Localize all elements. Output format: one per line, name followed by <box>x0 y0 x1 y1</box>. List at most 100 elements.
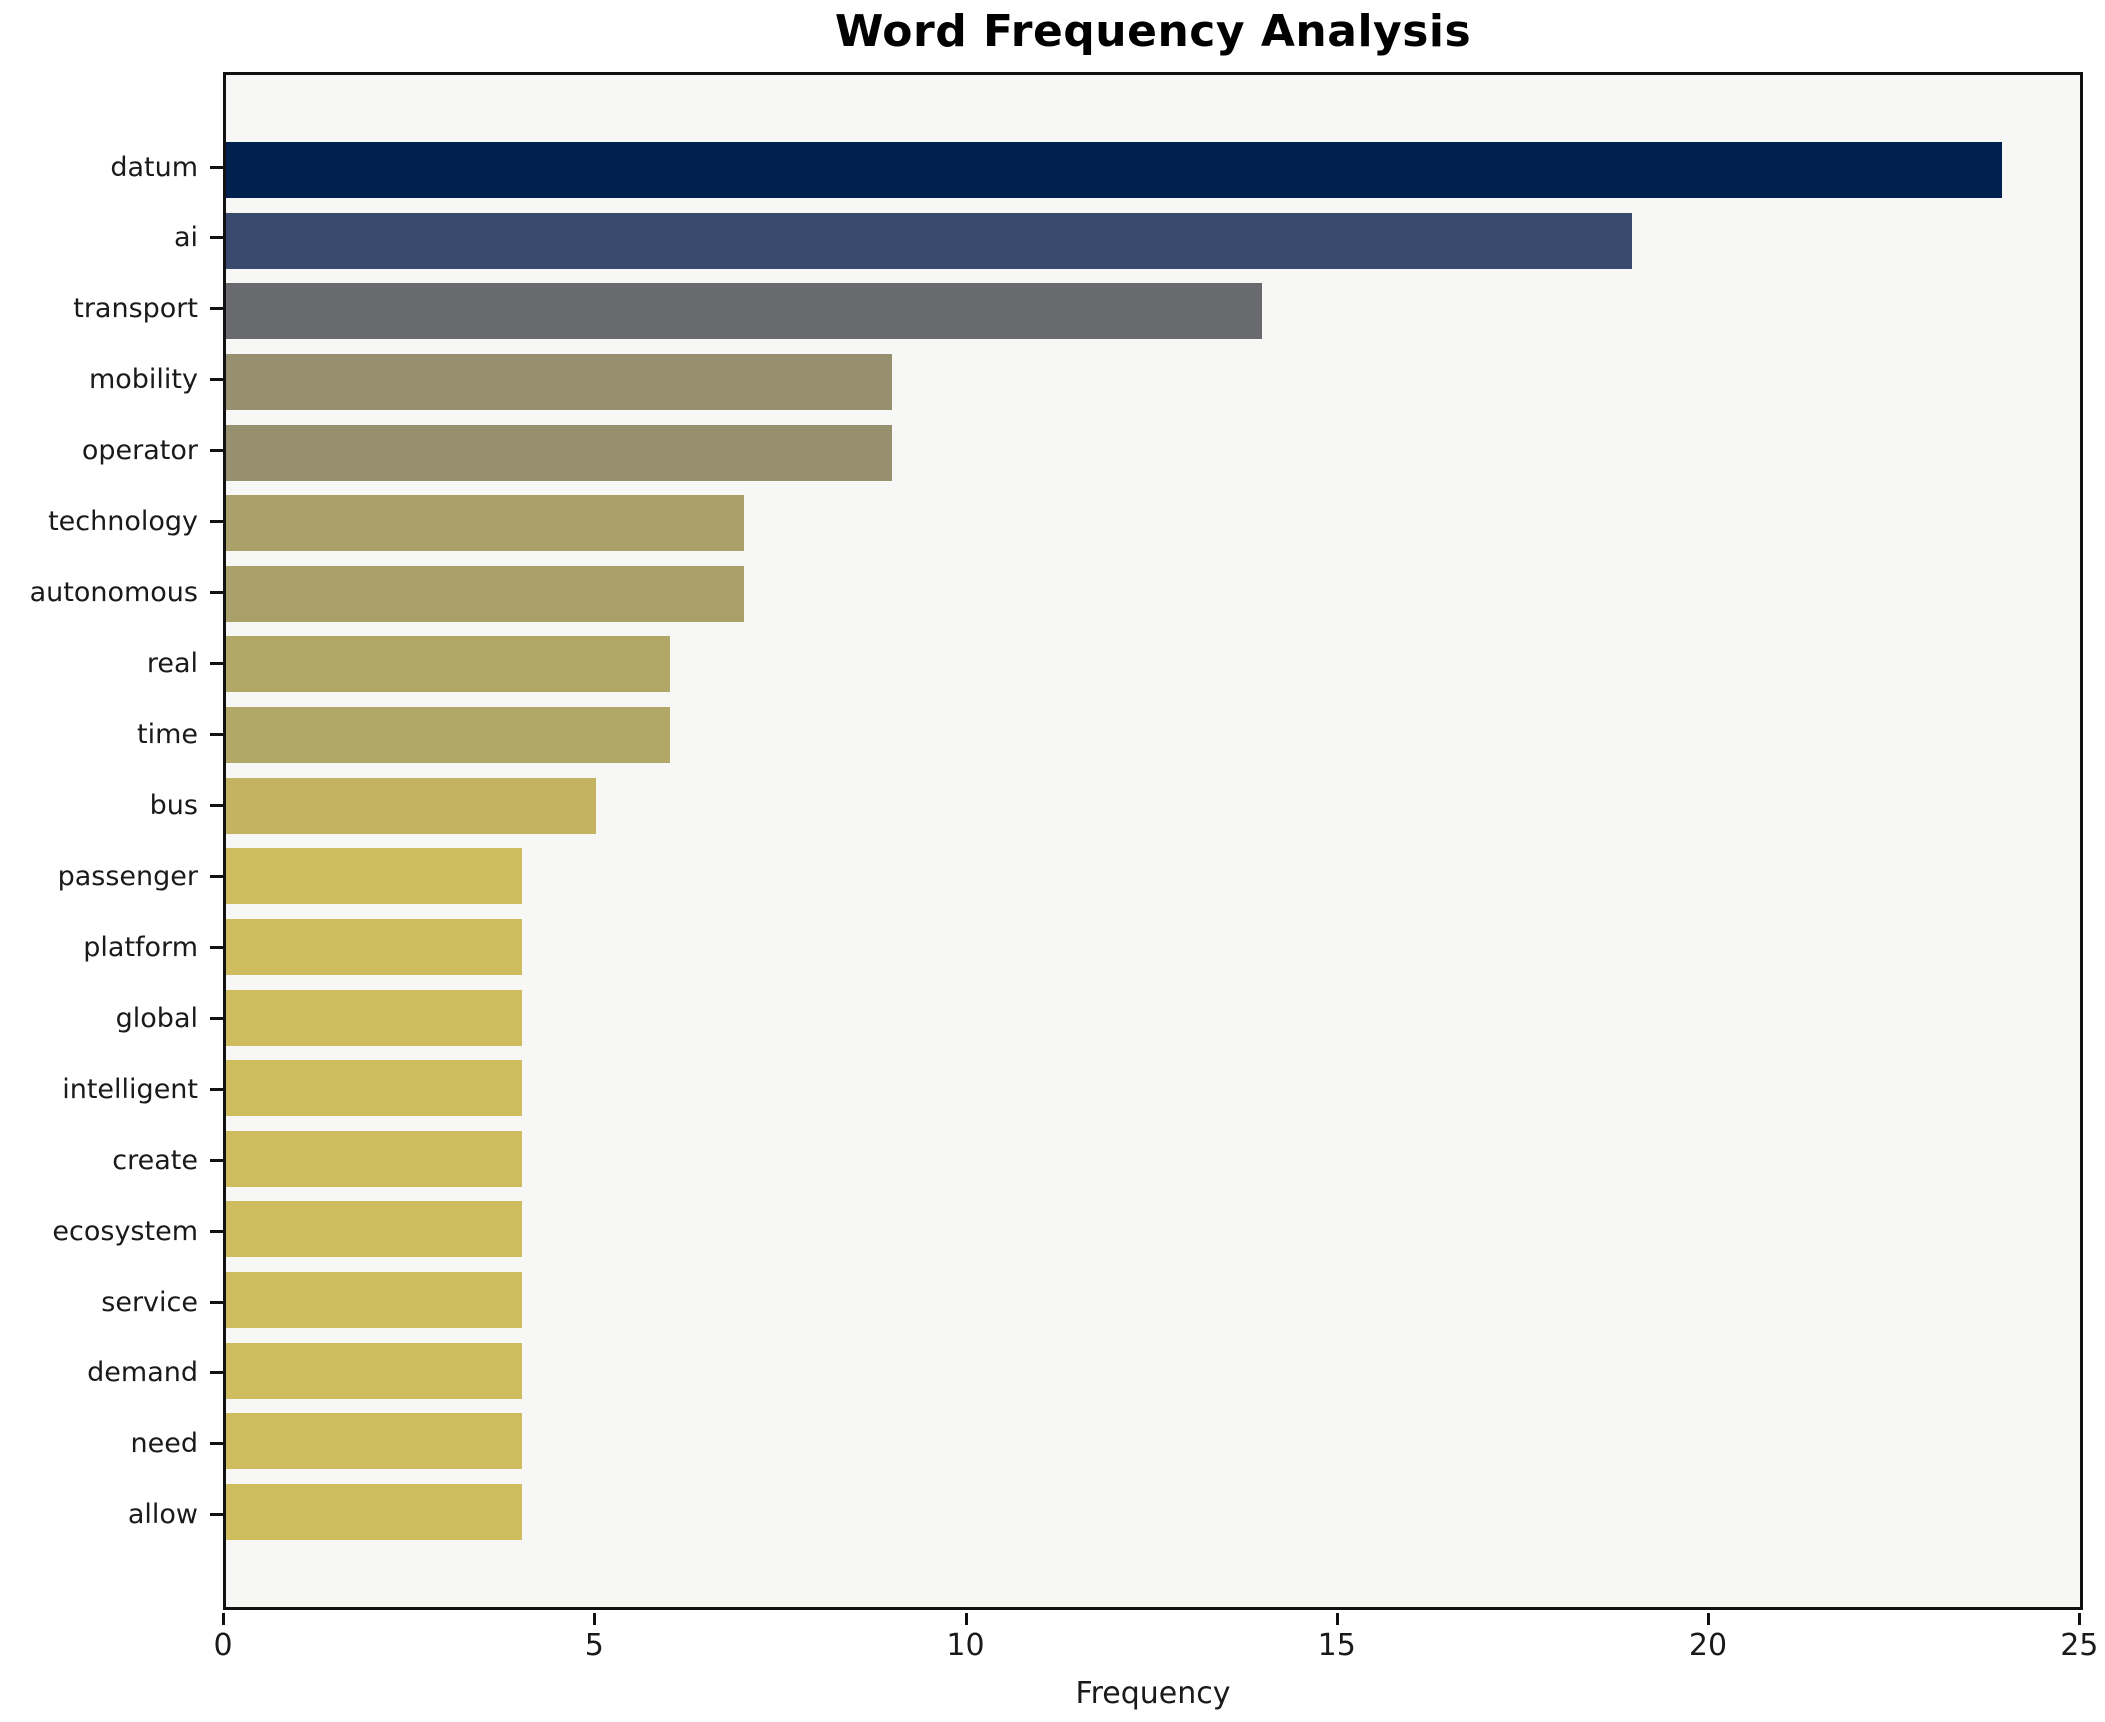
y-tick-slot <box>210 281 223 337</box>
y-tick-slot <box>210 423 223 479</box>
y-tick-mark <box>210 733 223 736</box>
y-tick-label-autonomous: autonomous <box>29 577 198 609</box>
y-tick-slot <box>210 636 223 692</box>
y-tick-slot <box>210 707 223 763</box>
y-tick-mark <box>210 874 223 878</box>
y-tick-mark <box>210 520 223 524</box>
y-tick-label-time: time <box>136 719 198 750</box>
y-tick-label-create: create <box>112 1144 198 1176</box>
bar-need <box>226 1413 523 1470</box>
y-axis-ticks <box>210 72 223 1610</box>
y-tick-label-demand: demand <box>87 1357 198 1389</box>
y-tick-slot <box>210 919 223 975</box>
y-tick-mark <box>210 1300 223 1304</box>
bar-intelligent <box>226 1060 523 1117</box>
y-tick-mark <box>210 1016 223 1020</box>
y-tick-slot <box>210 990 223 1046</box>
y-tick-mark <box>210 378 223 382</box>
y-axis-labels: datum ai transport mobility operator technolo… <box>0 72 198 1610</box>
x-tick-label-15: 15 <box>1317 1628 1356 1663</box>
y-tick-label-passenger: passenger <box>57 860 198 892</box>
y-tick-slot <box>210 1487 223 1543</box>
y-tick-slot <box>210 565 223 621</box>
bar-demand <box>226 1342 523 1399</box>
y-tick-slot <box>210 210 223 266</box>
x-tick-mark-15 <box>1335 1613 1339 1625</box>
bar-real <box>226 636 671 693</box>
x-tick-mark-25 <box>2078 1613 2082 1625</box>
y-tick-slot <box>210 139 223 195</box>
x-axis: 0 5 10 15 20 25 <box>213 1610 2098 1722</box>
bar-bus <box>226 777 597 834</box>
y-tick-mark <box>210 165 223 169</box>
y-tick-slot <box>210 1416 223 1472</box>
y-tick-label-allow: allow <box>127 1499 198 1531</box>
bar-service <box>226 1272 523 1328</box>
x-tick-mark-20 <box>1707 1613 1711 1625</box>
y-tick-mark <box>210 1229 223 1233</box>
y-tick-mark <box>210 307 223 311</box>
bar-technology <box>226 495 745 552</box>
y-tick-slot <box>210 1203 223 1259</box>
y-tick-label-technology: technology <box>48 506 198 538</box>
chart-title: Word Frequency Analysis <box>834 6 1472 57</box>
x-tick-label-20: 20 <box>1688 1628 1728 1663</box>
x-tick-label-25: 25 <box>2060 1628 2099 1663</box>
y-tick-label-real: real <box>146 648 198 680</box>
y-tick-label-operator: operator <box>81 435 198 467</box>
x-tick-mark-10 <box>964 1613 968 1625</box>
bar-autonomous <box>226 565 745 622</box>
y-tick-label-transport: transport <box>73 293 198 325</box>
y-tick-mark <box>210 1158 223 1162</box>
y-tick-mark <box>210 1513 223 1517</box>
bar-create <box>226 1130 523 1187</box>
y-tick-slot <box>210 848 223 904</box>
y-tick-mark <box>210 1442 223 1446</box>
y-tick-slot <box>210 352 223 408</box>
x-tick-label-10: 10 <box>946 1628 985 1663</box>
bar-mobility <box>226 353 893 410</box>
x-tick-label-0: 0 <box>213 1628 233 1663</box>
y-tick-slot <box>210 1274 223 1330</box>
x-tick-label-5: 5 <box>584 1628 604 1663</box>
bar-operator <box>226 424 893 481</box>
y-tick-mark <box>210 945 223 949</box>
y-tick-slot <box>210 494 223 550</box>
x-tick-mark-5 <box>593 1613 597 1625</box>
bar-datum <box>226 142 2003 198</box>
y-tick-label-mobility: mobility <box>88 364 198 396</box>
y-tick-slot <box>210 1061 223 1117</box>
y-tick-mark <box>210 449 223 453</box>
bar-platform <box>226 918 523 975</box>
bar-transport <box>226 283 1263 340</box>
y-tick-label-intelligent: intelligent <box>62 1073 198 1105</box>
y-tick-slot <box>210 1345 223 1401</box>
y-tick-label-service: service <box>101 1286 198 1318</box>
bar-time <box>226 707 671 763</box>
bar-ai <box>226 212 1633 269</box>
y-tick-mark <box>210 803 223 807</box>
y-tick-slot <box>210 777 223 833</box>
y-tick-mark <box>210 662 223 666</box>
y-tick-label-datum: datum <box>110 151 198 183</box>
bar-ecosystem <box>226 1201 523 1258</box>
bar-allow <box>226 1483 523 1540</box>
y-tick-label-ecosystem: ecosystem <box>52 1215 198 1247</box>
y-tick-mark <box>210 1371 223 1375</box>
y-tick-mark <box>210 1087 223 1091</box>
y-tick-label-bus: bus <box>149 789 198 821</box>
x-axis-title: Frequency <box>1075 1676 1231 1711</box>
bar-passenger <box>226 848 523 905</box>
y-tick-label-global: global <box>115 1002 198 1034</box>
plot-area <box>223 72 2083 1610</box>
y-tick-mark <box>210 591 223 595</box>
x-tick-mark-0 <box>222 1613 225 1625</box>
bar-global <box>226 989 523 1046</box>
y-tick-mark <box>210 236 223 240</box>
y-tick-label-ai: ai <box>173 222 198 254</box>
y-tick-slot <box>210 1132 223 1188</box>
y-tick-label-need: need <box>130 1428 198 1460</box>
bars <box>226 75 2080 1607</box>
y-tick-label-platform: platform <box>83 931 198 963</box>
